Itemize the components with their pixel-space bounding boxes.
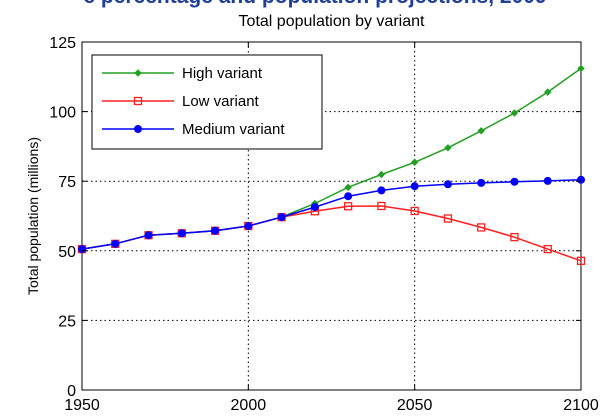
y-tick-label: 25 [58,313,76,330]
legend: High variant Low variant Medium variant [91,54,323,150]
legend-item-high-variant: High variant [102,65,263,82]
data-point-medium-variant [410,182,419,191]
data-point-medium-variant [78,245,86,254]
legend-box [91,54,323,150]
data-point-low-variant [510,233,519,242]
series-medium-variant [78,175,585,254]
legend-item-medium-variant: Medium variant [102,121,285,138]
data-point-medium-variant [111,239,120,248]
data-point-low-variant [477,223,486,232]
data-point-high-variant [410,158,419,166]
x-tick-label: 2100 [563,397,599,414]
x-tick-label: 2050 [397,397,433,414]
data-point-medium-variant [177,229,186,238]
data-point-medium-variant [310,203,319,212]
x-tick-label: 2000 [231,397,267,414]
data-point-medium-variant [577,175,585,184]
data-point-low-variant [543,244,552,254]
legend-swatch-marker [134,125,142,133]
axis-ticks: 0 25 50 75 100 125 1950 2000 2050 2100 [49,35,599,414]
y-tick-label: 125 [49,35,76,52]
legend-swatch-marker [134,69,142,77]
plot-area [81,41,582,391]
data-point-low-variant [410,206,419,216]
data-point-high-variant [510,109,519,117]
legend-label: Low variant [182,93,260,110]
y-tick-label: 100 [49,105,76,122]
data-point-high-variant [577,64,585,73]
y-tick-label: 75 [58,174,76,191]
data-point-medium-variant [377,186,386,195]
data-point-medium-variant [477,178,486,187]
data-point-high-variant [544,88,552,96]
y-tick-label: 50 [58,244,76,261]
series-low-variant [77,201,586,265]
legend-label: Medium variant [182,121,285,138]
series-line-medium-variant [81,179,582,250]
y-tick-label: 0 [67,383,76,400]
cropped-figure-heading: e percentage and population projections,… [35,0,595,9]
x-tick-label: 1950 [64,397,100,414]
legend-swatch-marker [133,96,143,106]
data-point-low-variant [443,214,453,223]
data-point-high-variant [477,127,485,135]
data-point-medium-variant [510,177,519,186]
data-point-high-variant [377,170,386,179]
data-point-medium-variant [144,231,153,240]
y-axis-title: Total population (millions) [25,137,41,295]
data-point-low-variant [576,256,586,265]
legend-label: High variant [182,65,263,82]
data-point-medium-variant [543,176,552,185]
data-point-high-variant [444,144,452,152]
series-line-low-variant [81,205,582,262]
data-point-low-variant [377,201,386,211]
series-layer [77,64,586,265]
data-point-medium-variant [277,213,286,222]
data-point-low-variant [343,202,353,211]
data-point-medium-variant [244,222,253,231]
data-point-medium-variant [211,226,220,235]
chart-title: Total population by variant [239,13,425,30]
data-point-medium-variant [344,192,353,201]
data-point-medium-variant [443,180,452,189]
data-point-high-variant [344,183,352,192]
legend-item-low-variant: Low variant [102,93,260,110]
